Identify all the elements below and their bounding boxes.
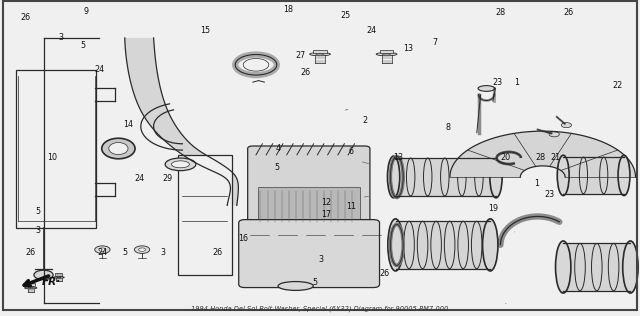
Text: 5: 5	[81, 41, 86, 50]
Bar	[563, 157, 624, 194]
Text: 21: 21	[550, 153, 561, 162]
Bar	[258, 187, 360, 223]
Bar	[394, 158, 496, 196]
Text: 28: 28	[495, 8, 506, 16]
Ellipse shape	[383, 53, 390, 55]
Text: 1994 Honda Del Sol Bolt-Washer, Special (6X32) Diagram for 90005-PM7-000: 1994 Honda Del Sol Bolt-Washer, Special …	[191, 306, 449, 312]
Text: 24: 24	[366, 26, 376, 34]
Bar	[380, 50, 393, 53]
Bar	[27, 283, 35, 286]
Ellipse shape	[316, 53, 324, 55]
FancyBboxPatch shape	[248, 146, 370, 230]
Text: 24: 24	[97, 248, 108, 257]
Ellipse shape	[54, 276, 64, 278]
Text: 19: 19	[488, 204, 498, 213]
Text: 1: 1	[515, 78, 520, 87]
Ellipse shape	[109, 143, 128, 155]
Text: 26: 26	[212, 248, 223, 257]
Text: 26: 26	[379, 269, 389, 278]
Text: 2: 2	[362, 116, 367, 125]
Circle shape	[561, 123, 572, 128]
Text: 8: 8	[445, 124, 451, 132]
Text: 3: 3	[319, 255, 324, 264]
Text: 6: 6	[348, 147, 353, 156]
Text: 25: 25	[340, 11, 351, 20]
Ellipse shape	[478, 86, 495, 91]
Ellipse shape	[623, 241, 638, 293]
Circle shape	[549, 132, 559, 137]
Text: 26: 26	[20, 13, 31, 22]
Text: 9: 9	[84, 7, 89, 15]
FancyBboxPatch shape	[16, 70, 96, 228]
Text: 24: 24	[94, 65, 104, 74]
Ellipse shape	[388, 219, 403, 271]
Bar	[563, 243, 630, 291]
Text: 13: 13	[393, 154, 403, 162]
Ellipse shape	[56, 277, 61, 278]
Ellipse shape	[278, 282, 314, 290]
Text: 17: 17	[321, 210, 332, 219]
Text: 15: 15	[200, 26, 210, 34]
Polygon shape	[450, 131, 636, 177]
Ellipse shape	[490, 156, 502, 198]
Text: 18: 18	[283, 5, 293, 14]
Polygon shape	[125, 38, 238, 205]
Text: 24: 24	[134, 174, 145, 183]
Bar	[314, 50, 326, 53]
Ellipse shape	[172, 161, 189, 168]
Text: 1: 1	[534, 179, 539, 188]
Circle shape	[34, 270, 53, 280]
Text: 14: 14	[123, 120, 133, 129]
Text: 5: 5	[274, 163, 279, 172]
Ellipse shape	[24, 287, 37, 289]
Text: 5: 5	[122, 248, 127, 257]
Text: 26: 26	[301, 68, 311, 77]
Text: 11: 11	[346, 203, 356, 211]
FancyBboxPatch shape	[178, 155, 232, 275]
Bar	[396, 221, 490, 269]
Text: 27: 27	[296, 51, 306, 60]
FancyBboxPatch shape	[239, 220, 380, 288]
Ellipse shape	[556, 241, 571, 293]
Text: 3: 3	[161, 248, 166, 257]
Text: 12: 12	[321, 198, 332, 207]
Text: 5: 5	[36, 207, 41, 216]
Text: 3: 3	[58, 33, 63, 42]
Text: 26: 26	[563, 8, 573, 16]
Ellipse shape	[387, 156, 400, 198]
Text: 26: 26	[26, 248, 36, 257]
Bar	[55, 273, 63, 276]
Circle shape	[139, 248, 145, 251]
Text: 7: 7	[433, 38, 438, 47]
Text: FR·: FR·	[42, 277, 61, 287]
Text: 23: 23	[493, 78, 503, 87]
Circle shape	[95, 246, 110, 253]
Ellipse shape	[102, 138, 135, 159]
Text: 13: 13	[403, 45, 413, 53]
Text: 10: 10	[47, 154, 58, 162]
Text: 20: 20	[500, 153, 511, 162]
Text: 22: 22	[612, 81, 623, 90]
Text: 3: 3	[36, 226, 41, 235]
Ellipse shape	[618, 155, 630, 196]
Text: 5: 5	[312, 278, 317, 287]
Ellipse shape	[557, 155, 569, 196]
Ellipse shape	[376, 52, 397, 56]
Text: 16: 16	[238, 234, 248, 243]
Text: 28: 28	[536, 153, 546, 162]
Text: 29: 29	[163, 174, 173, 183]
Text: 4: 4	[276, 144, 281, 153]
Ellipse shape	[310, 52, 330, 56]
Ellipse shape	[483, 219, 498, 271]
Ellipse shape	[165, 158, 196, 171]
Text: 23: 23	[544, 190, 554, 199]
Circle shape	[99, 248, 106, 251]
Circle shape	[134, 246, 150, 253]
